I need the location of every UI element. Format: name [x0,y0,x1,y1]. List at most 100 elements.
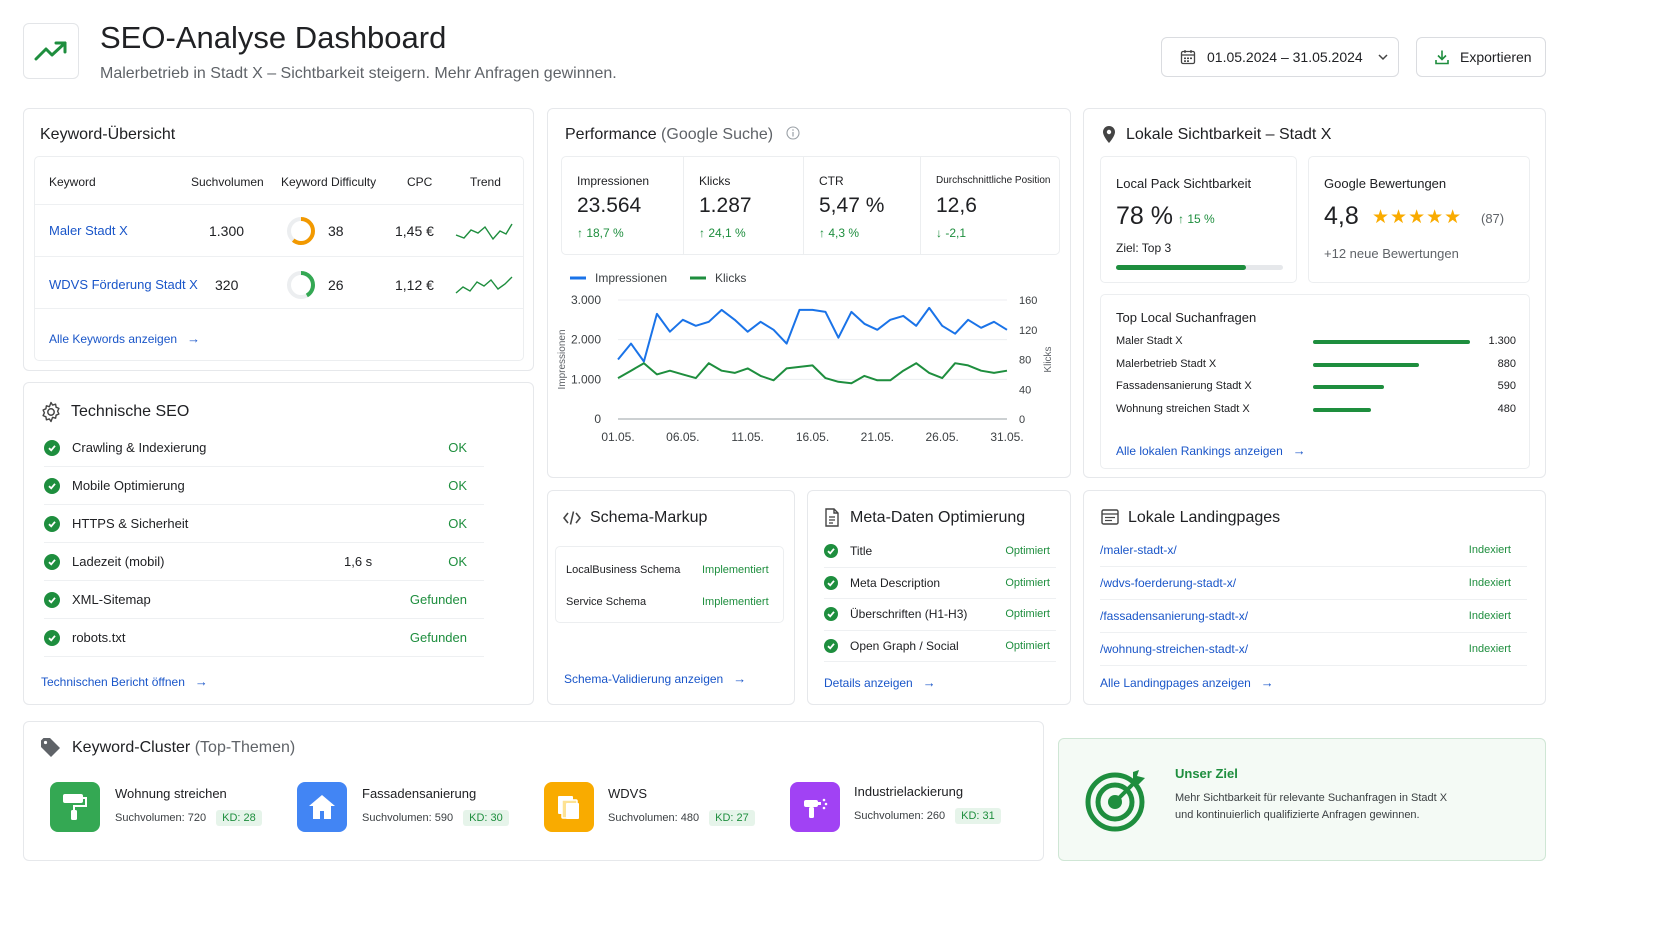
cluster-item[interactable]: Fassadensanierung Suchvolumen: 590 KD: 30 [297,782,527,834]
query-bar [1313,385,1385,389]
date-range-picker[interactable]: 01.05.2024 – 31.05.2024 [1161,37,1399,77]
col-difficulty: Keyword Difficulty [281,175,377,189]
keyword-volume: 1.300 [209,223,245,239]
query-value: 1.300 [1488,335,1516,347]
schema-item-label: Service Schema [566,596,647,608]
metric-ctr: CTR 5,47 % ↑ 4,3 % [804,157,921,254]
landing-row[interactable]: /wohnung-streichen-stadt-x/Indexiert [1100,633,1527,666]
metric-value: 12,6 [936,194,977,217]
landing-url-link[interactable]: /fassadensanierung-stadt-x/ [1100,609,1249,623]
metric-value: 5,47 % [819,194,885,217]
house-icon [297,782,347,832]
x-tick-label: 01.05. [601,430,634,444]
query-row: Malerbetrieb Stadt X 880 [1116,358,1516,381]
arrow-right-icon: → [1292,443,1306,458]
page-title: SEO-Analyse Dashboard [100,20,447,55]
all-keywords-link[interactable]: Alle Keywords anzeigen → [49,331,200,346]
check-label: XML-Sitemap [72,592,151,607]
check-circle-icon [824,544,838,559]
check-circle-icon [44,439,60,456]
cluster-item[interactable]: WDVS Suchvolumen: 480 KD: 27 [544,782,774,834]
meta-row: Meta Description Optimiert [824,568,1056,599]
tag-icon [41,738,60,757]
technical-seo-card: Technische SEO Crawling & Indexierung OK M… [23,382,534,705]
meta-details-link[interactable]: Details anzeigen → [824,675,936,690]
info-icon[interactable] [786,126,800,140]
schema-validation-link[interactable]: Schema-Validierung anzeigen → [564,671,746,686]
check-circle-icon [44,553,60,570]
keyword-link[interactable]: Maler Stadt X [49,223,128,238]
series-line-impressionen [617,306,1008,363]
y-tick-label: 2.000 [571,333,601,347]
local-pack-progress [1116,265,1283,270]
local-visibility-title: Lokale Sichtbarkeit – Stadt X [1126,126,1332,143]
check-label: Mobile Optimierung [72,478,185,493]
y2-axis-label: Klicks [1043,346,1054,372]
landing-url-link[interactable]: /maler-stadt-x/ [1100,543,1177,557]
y2-tick-label: 0 [1019,414,1025,426]
legend-label: Klicks [715,271,746,285]
export-button[interactable]: Exportieren [1416,37,1546,77]
arrow-right-icon: → [187,331,201,346]
keyword-overview-card: Keyword-Übersicht Keyword Suchvolumen Ke… [23,108,534,371]
check-circle-icon [44,515,60,532]
keyword-overview-title: Keyword-Übersicht [40,126,176,143]
landing-url-link[interactable]: /wohnung-streichen-stadt-x/ [1100,642,1249,656]
technical-report-link[interactable]: Technischen Bericht öffnen → [41,674,208,689]
performance-line-chart: 0 1.000 2.000 3.000 0 40 80 120 160 01.05. 06.05. 1… [557,271,1054,444]
kd-badge: KD: 30 [463,810,509,826]
goal-text-line-2: und kontinuierlich qualifizierte Anfrage… [1175,809,1420,821]
meta-status: Optimiert [1005,608,1050,621]
check-status: OK [448,440,467,455]
meta-label: Title [850,544,873,559]
cluster-volume: Suchvolumen: 260 KD: 31 [854,808,1001,824]
queries-title: Top Local Suchanfragen [1116,310,1257,325]
x-tick-label: 31.05. [990,430,1023,444]
meta-row: Open Graph / Social Optimiert [824,631,1056,662]
check-circle-icon [44,477,60,494]
all-landing-pages-link[interactable]: Alle Landingpages anzeigen → [1100,675,1274,690]
meta-label: Meta Description [850,575,941,590]
landing-row[interactable]: /maler-stadt-x/Indexiert [1100,534,1527,567]
metric-change: ↓ -2,1 [936,226,967,240]
query-row: Maler Stadt X 1.300 [1116,335,1516,358]
landing-pages-title: Lokale Landingpages [1128,509,1281,526]
meta-status: Optimiert [1005,545,1050,558]
query-row: Wohnung streichen Stadt X 480 [1116,403,1516,426]
landing-status: Indexiert [1468,577,1511,589]
page-subtitle: Malerbetrieb in Stadt X – Sichtbarkeit s… [100,65,617,82]
landing-status: Indexiert [1468,544,1511,556]
landing-row[interactable]: /wdvs-foerderung-stadt-x/Indexiert [1100,567,1527,600]
landing-url-link[interactable]: /wdvs-foerderung-stadt-x/ [1100,576,1237,590]
y-tick-label: 1.000 [571,372,601,386]
metric-label: Impressionen [577,174,650,188]
local-visibility-card: Lokale Sichtbarkeit – Stadt X Local Pack… [1083,108,1546,478]
col-trend: Trend [470,175,501,189]
check-circle-icon [824,607,838,622]
cluster-volume: Suchvolumen: 480 KD: 27 [608,810,755,826]
legend-label: Impressionen [595,271,667,285]
cluster-item[interactable]: Industrielackierung Suchvolumen: 260 KD: … [790,782,1030,834]
meta-status: Optimiert [1005,576,1050,589]
cluster-title: Keyword-Cluster (Top-Themen) [72,739,295,757]
landing-row[interactable]: /fassadensanierung-stadt-x/Indexiert [1100,600,1527,633]
reviews-count: (87) [1481,211,1505,226]
all-keywords-label: Alle Keywords anzeigen [49,332,178,346]
schema-item-status: Implementiert [702,596,769,608]
meta-title: Meta-Daten Optimierung [850,509,1026,526]
top-local-queries: Top Local Suchanfragen Maler Stadt X 1.30… [1100,294,1530,469]
y2-tick-label: 80 [1019,355,1031,367]
col-volume: Suchvolumen [191,175,264,189]
goal-card: Unser Ziel Mehr Sichtbarkeit für relevan… [1058,738,1546,861]
check-value: 1,6 s [344,554,373,569]
local-rankings-link[interactable]: Alle lokalen Rankings anzeigen → [1116,443,1306,458]
table-row[interactable]: WDVS Förderung Stadt X 320 26 1,12 € [35,257,523,309]
keyword-difficulty: 26 [328,277,344,293]
query-bar [1313,340,1470,344]
table-row[interactable]: Maler Stadt X 1.300 38 1,45 € [35,205,523,257]
keyword-link[interactable]: WDVS Förderung Stadt X [49,277,198,292]
metric-change: ↑ 4,3 % [819,226,860,240]
check-row: robots.txt Gefunden [44,619,484,657]
x-tick-label: 21.05. [861,430,894,444]
cluster-item[interactable]: Wohnung streichen Suchvolumen: 720 KD: 28 [50,782,280,834]
